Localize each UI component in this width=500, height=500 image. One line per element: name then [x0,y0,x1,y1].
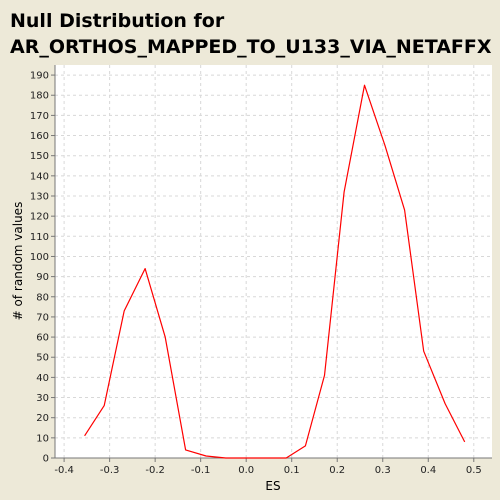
y-axis-label: # of random values [11,202,25,321]
y-tick-label: 0 [43,454,49,465]
grid-layer [55,65,492,459]
y-tick-label: 100 [30,252,49,263]
y-tick-label: 190 [30,71,49,82]
y-tick-label: 20 [36,413,49,424]
y-tick-label: 50 [36,353,49,364]
y-tick-label: 140 [30,171,49,182]
y-tick-label: 110 [30,232,49,243]
x-tick-label: -0.2 [145,465,165,476]
plot-area [55,65,492,458]
y-tick-label: 70 [36,312,49,323]
x-tick-label: 0.4 [420,465,436,476]
y-tick-label: 40 [36,373,49,384]
chart-title-line-2: AR_ORTHOS_MAPPED_TO_U133_VIA_NETAFFX [10,36,492,58]
y-tick-label: 10 [36,433,49,444]
series-layer [84,84,466,459]
x-axis-label: ES [265,479,280,493]
y-tick-label: 120 [30,212,49,223]
y-tick-label: 180 [30,91,49,102]
y-tick-label: 30 [36,393,49,404]
chart-title-line-1: Null Distribution for [10,10,225,32]
y-tick-label: 150 [30,151,49,162]
chart-title: Null Distribution for AR_ORTHOS_MAPPED_T… [10,8,492,60]
series-line [84,84,466,459]
x-tick-label: -0.3 [100,465,120,476]
y-tick-label: 60 [36,333,49,344]
x-tick-label: 0.3 [375,465,391,476]
x-tick-label: -0.1 [191,465,211,476]
y-tick-label: 90 [36,272,49,283]
y-tick-label: 130 [30,192,49,203]
x-tick-label: -0.4 [54,465,74,476]
y-tick-label: 170 [30,111,49,122]
x-tick-label: 0.0 [238,465,254,476]
y-tick-label: 80 [36,292,49,303]
y-tick-label: 160 [30,131,49,142]
x-tick-label: 0.1 [284,465,300,476]
x-tick-label: 0.5 [466,465,482,476]
x-tick-label: 0.2 [329,465,345,476]
